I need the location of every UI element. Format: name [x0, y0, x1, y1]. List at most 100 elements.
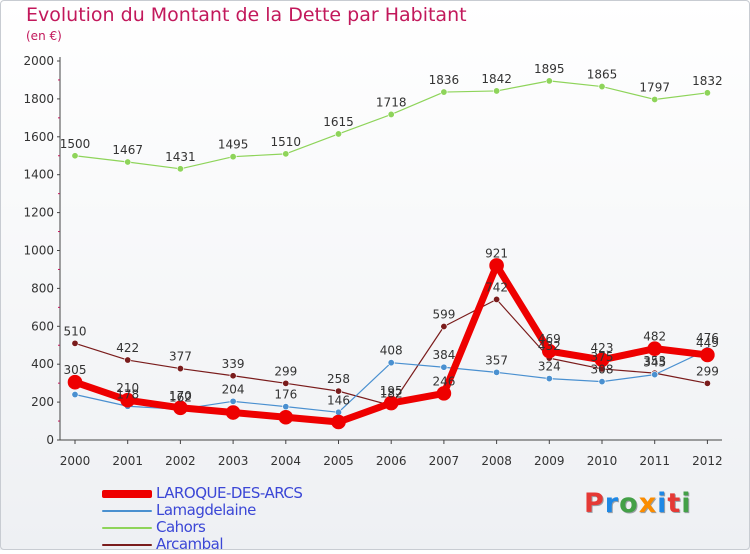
- data-label: 921: [485, 246, 508, 260]
- y-tick-label: 600: [31, 319, 54, 333]
- data-point: [67, 374, 83, 390]
- data-point: [331, 414, 346, 430]
- legend-label: Cahors: [156, 518, 206, 536]
- x-tick-label: 2012: [692, 454, 723, 468]
- data-label: 1431: [165, 150, 196, 164]
- x-tick-label: 2001: [112, 454, 143, 468]
- data-label: 353: [643, 354, 666, 368]
- data-point: [334, 130, 342, 138]
- x-tick-label: 2008: [481, 454, 512, 468]
- data-label: 204: [222, 382, 245, 396]
- x-tick-label: 2009: [534, 454, 565, 468]
- y-tick-label: 1400: [23, 168, 54, 182]
- data-label: 1718: [376, 95, 407, 109]
- data-label: 422: [116, 341, 139, 355]
- data-label: 299: [696, 364, 719, 378]
- data-point: [647, 341, 663, 356]
- data-label: 1842: [481, 72, 512, 86]
- data-label: 375: [591, 350, 614, 364]
- data-point: [440, 88, 448, 96]
- data-label: 176: [274, 388, 297, 402]
- data-point: [493, 295, 501, 303]
- data-label: 182: [380, 387, 403, 401]
- y-tick-label: 200: [31, 395, 54, 409]
- data-label: 357: [485, 353, 508, 367]
- data-label: 1832: [692, 74, 723, 88]
- data-label: 345: [643, 356, 666, 370]
- data-point: [229, 372, 237, 380]
- data-label: 476: [696, 331, 719, 345]
- data-point: [545, 77, 553, 85]
- proxiti-logo: Proxiti: [584, 488, 692, 519]
- data-point: [651, 371, 659, 379]
- data-label: 246: [432, 374, 455, 388]
- data-label: 1865: [587, 68, 618, 82]
- data-label: 469: [538, 332, 561, 346]
- data-label: 377: [169, 350, 192, 364]
- x-tick-label: 2005: [323, 454, 354, 468]
- data-point: [387, 359, 395, 367]
- data-point: [176, 165, 184, 173]
- data-point: [703, 89, 711, 97]
- data-label: 146: [327, 393, 350, 407]
- data-point: [594, 352, 610, 368]
- legend-label: LAROQUE-DES-ARCS: [156, 484, 303, 502]
- data-point: [124, 356, 132, 364]
- x-tick-label: 2011: [639, 454, 670, 468]
- x-tick-label: 2007: [429, 454, 460, 468]
- data-label: 339: [222, 357, 245, 371]
- data-point: [489, 258, 504, 273]
- data-label: 308: [591, 363, 614, 377]
- data-point: [229, 153, 237, 161]
- data-point: [282, 379, 290, 387]
- data-label: 299: [274, 364, 297, 378]
- data-point: [545, 375, 553, 383]
- data-point: [71, 339, 79, 347]
- y-tick-label: 800: [31, 281, 54, 295]
- data-label: 1510: [271, 135, 302, 149]
- data-point: [383, 395, 399, 411]
- data-label: 1495: [218, 138, 249, 152]
- data-label: 408: [380, 344, 403, 358]
- legend-swatch: [102, 510, 152, 512]
- data-label: 510: [64, 324, 87, 338]
- data-label: 482: [643, 330, 666, 344]
- data-label: 178: [116, 387, 139, 401]
- data-point: [278, 409, 294, 425]
- y-tick-label: 1600: [23, 130, 54, 144]
- x-tick-label: 2006: [376, 454, 407, 468]
- x-tick-label: 2010: [587, 454, 618, 468]
- data-point: [440, 322, 448, 330]
- data-point: [493, 87, 501, 95]
- legend-swatch: [102, 490, 152, 498]
- data-point: [334, 408, 342, 416]
- data-label: 599: [432, 307, 455, 321]
- data-point: [703, 379, 711, 387]
- data-label: 1467: [112, 143, 143, 157]
- legend-swatch: [102, 544, 152, 546]
- data-point: [651, 95, 659, 103]
- y-tick-label: 1000: [23, 244, 54, 258]
- y-tick-label: 0: [46, 433, 54, 447]
- x-tick-label: 2004: [271, 454, 302, 468]
- data-point: [282, 150, 290, 158]
- data-label: 1500: [60, 137, 91, 151]
- y-tick-label: 2000: [23, 54, 54, 68]
- data-point: [387, 110, 395, 118]
- data-point: [173, 400, 188, 416]
- legend-swatch: [102, 527, 152, 529]
- data-label: 1895: [534, 62, 565, 76]
- data-point: [493, 368, 501, 376]
- data-label: 170: [169, 389, 192, 403]
- data-point: [225, 405, 241, 420]
- data-point: [124, 158, 132, 166]
- data-point: [700, 347, 715, 363]
- data-point: [541, 343, 557, 359]
- data-label: 305: [64, 363, 87, 377]
- x-tick-label: 2000: [60, 454, 91, 468]
- data-label: 324: [538, 360, 561, 374]
- data-point: [176, 365, 184, 373]
- data-point: [440, 363, 448, 371]
- data-point: [436, 386, 452, 401]
